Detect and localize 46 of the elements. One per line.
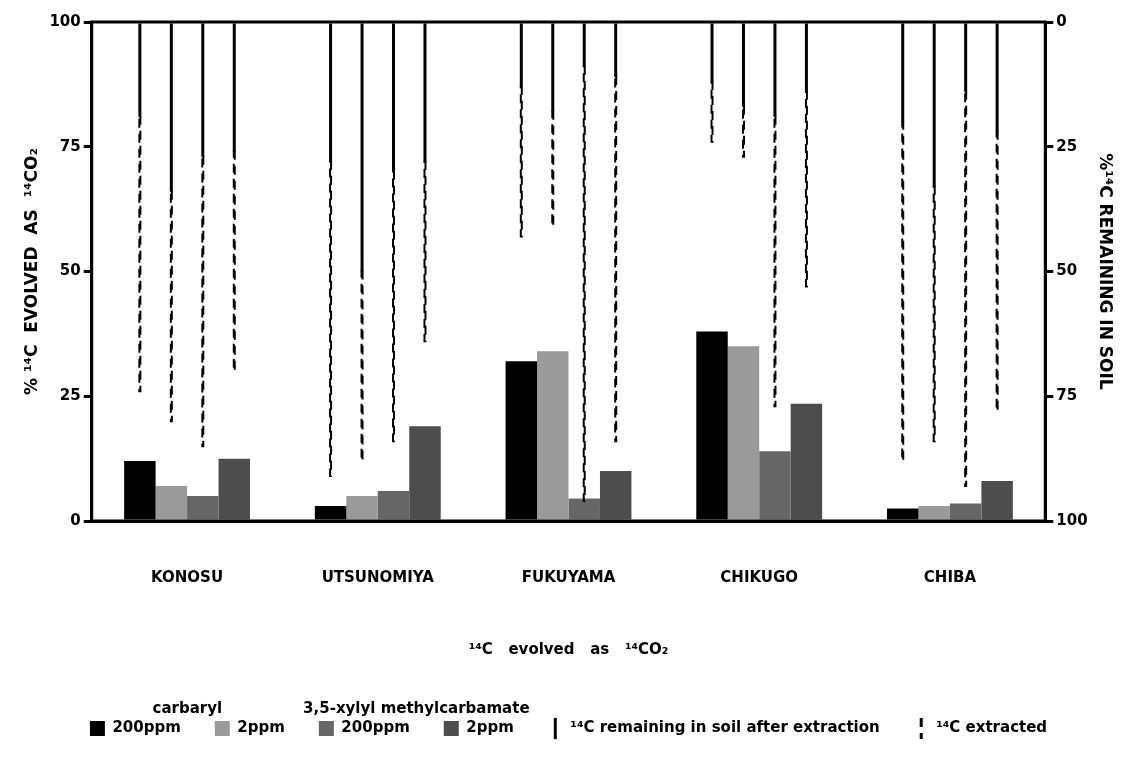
- x-tick-label: CHIBA: [923, 567, 977, 586]
- bar: [696, 331, 728, 520]
- y2-tick-label: 75: [1056, 386, 1078, 405]
- bar: [314, 506, 347, 520]
- legend-title: ¹⁴C evolved as ¹⁴CO₂: [468, 640, 669, 659]
- y-tick-label: 100: [49, 11, 81, 30]
- bar: [218, 458, 251, 520]
- y-tick-label: 0: [70, 510, 81, 529]
- y-tick-label: 50: [59, 261, 81, 280]
- y2-axis-title: %¹⁴C REMAINING IN SOIL: [1096, 153, 1117, 390]
- bar: [918, 506, 950, 520]
- legend-label: 200ppm: [341, 718, 410, 737]
- y2-tick-label: 0: [1056, 11, 1067, 30]
- bar: [759, 451, 791, 520]
- y2-tick-label: 50: [1056, 261, 1078, 280]
- bar: [346, 496, 378, 520]
- text: carbaryl: [152, 699, 223, 718]
- bar: [599, 471, 632, 520]
- bar: [187, 496, 219, 520]
- legend-label: ¹⁴C remaining in soil after extraction: [570, 718, 880, 737]
- bar: [981, 481, 1013, 520]
- x-tick-label: KONOSU: [151, 567, 224, 586]
- x-tick-label: UTSUNOMIYA: [321, 567, 435, 586]
- y-axis-title: % ¹⁴C EVOLVED AS ¹⁴CO₂: [20, 148, 41, 395]
- y2-tick-label: 100: [1056, 510, 1088, 529]
- bar: [505, 361, 538, 520]
- legend-label: 2ppm: [237, 718, 285, 737]
- bar: [409, 426, 441, 520]
- x-tick-label: CHIKUGO: [720, 567, 799, 586]
- legend-label: ¹⁴C extracted: [936, 718, 1048, 737]
- bar: [568, 498, 600, 520]
- legend-label: 200ppm: [112, 718, 181, 737]
- legend-label: 2ppm: [466, 718, 514, 737]
- y-tick-label: 25: [59, 386, 81, 405]
- y-tick-label: 75: [59, 136, 81, 155]
- bar: [887, 508, 919, 520]
- bar: [790, 403, 823, 520]
- bar: [727, 346, 760, 520]
- bar: [155, 486, 188, 520]
- x-tick-label: FUKUYAMA: [521, 567, 616, 586]
- y2-tick-label: 25: [1056, 136, 1078, 155]
- bar: [537, 351, 569, 520]
- bar: [124, 461, 156, 520]
- text: 3,5-xylyl methylcarbamate: [303, 699, 530, 718]
- bar: [377, 491, 410, 520]
- bar: [949, 503, 982, 520]
